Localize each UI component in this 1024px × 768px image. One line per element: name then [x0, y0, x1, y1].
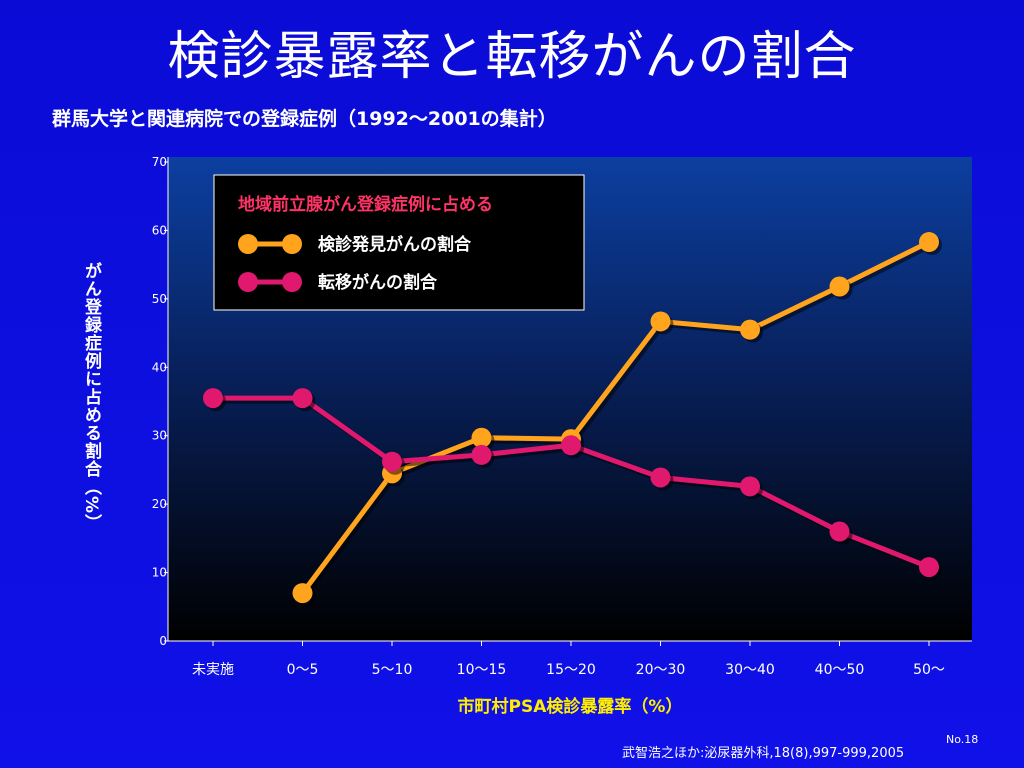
- x-tick-label: 40〜50: [815, 662, 865, 678]
- citation: 武智浩之ほか:泌尿器外科,18(8),997-999,2005: [622, 746, 905, 761]
- data-point: [919, 557, 939, 578]
- data-point: [382, 451, 402, 472]
- x-axis-label: 市町村PSA検診暴露率（%）: [457, 697, 683, 717]
- data-point: [471, 427, 492, 448]
- data-point: [561, 435, 581, 456]
- legend-label: 検診発見がんの割合: [318, 234, 472, 255]
- x-tick-label: 5〜10: [372, 662, 413, 678]
- data-point: [740, 476, 760, 497]
- data-point: [829, 521, 850, 542]
- y-tick-label: 70: [152, 155, 167, 169]
- data-point: [740, 319, 760, 340]
- x-tick-label: 15〜20: [546, 662, 596, 678]
- page-title: 検診暴露率と転移がんの割合: [167, 27, 857, 87]
- x-tick-label: 未実施: [192, 662, 234, 678]
- data-point: [292, 583, 313, 604]
- legend-marker: [282, 272, 302, 292]
- x-tick-label: 50〜: [913, 662, 945, 678]
- y-axis-label: がん登録症例に占める割合（%）: [81, 262, 101, 533]
- slide-number: No.18: [946, 733, 979, 746]
- y-tick-label: 60: [152, 223, 167, 237]
- data-point: [829, 276, 850, 297]
- legend-marker: [238, 272, 258, 292]
- data-point: [650, 311, 671, 332]
- legend-label: 転移がんの割合: [318, 272, 438, 293]
- y-tick-label: 20: [152, 497, 167, 511]
- legend-marker: [238, 234, 258, 254]
- series-line-shadow: [303, 242, 934, 598]
- x-tick-label: 10〜15: [457, 662, 507, 678]
- y-tick-label: 40: [152, 360, 167, 374]
- data-point: [919, 232, 939, 253]
- legend-title: 地域前立腺がん登録症例に占める: [238, 194, 493, 215]
- y-tick-label: 30: [152, 429, 167, 443]
- data-point: [471, 444, 492, 465]
- y-tick-label: 10: [152, 566, 167, 580]
- subtitle: 群馬大学と関連病院での登録症例（1992〜2001の集計）: [52, 108, 557, 130]
- y-tick-label: 0: [159, 634, 167, 648]
- data-point: [203, 388, 223, 409]
- data-point: [650, 467, 671, 488]
- x-tick-label: 30〜40: [725, 662, 775, 678]
- series-line: [300, 239, 931, 595]
- legend-marker: [282, 234, 302, 254]
- y-tick-label: 50: [152, 292, 167, 306]
- data-point: [292, 388, 313, 409]
- x-tick-label: 0〜5: [287, 662, 319, 678]
- x-tick-label: 20〜30: [636, 662, 686, 678]
